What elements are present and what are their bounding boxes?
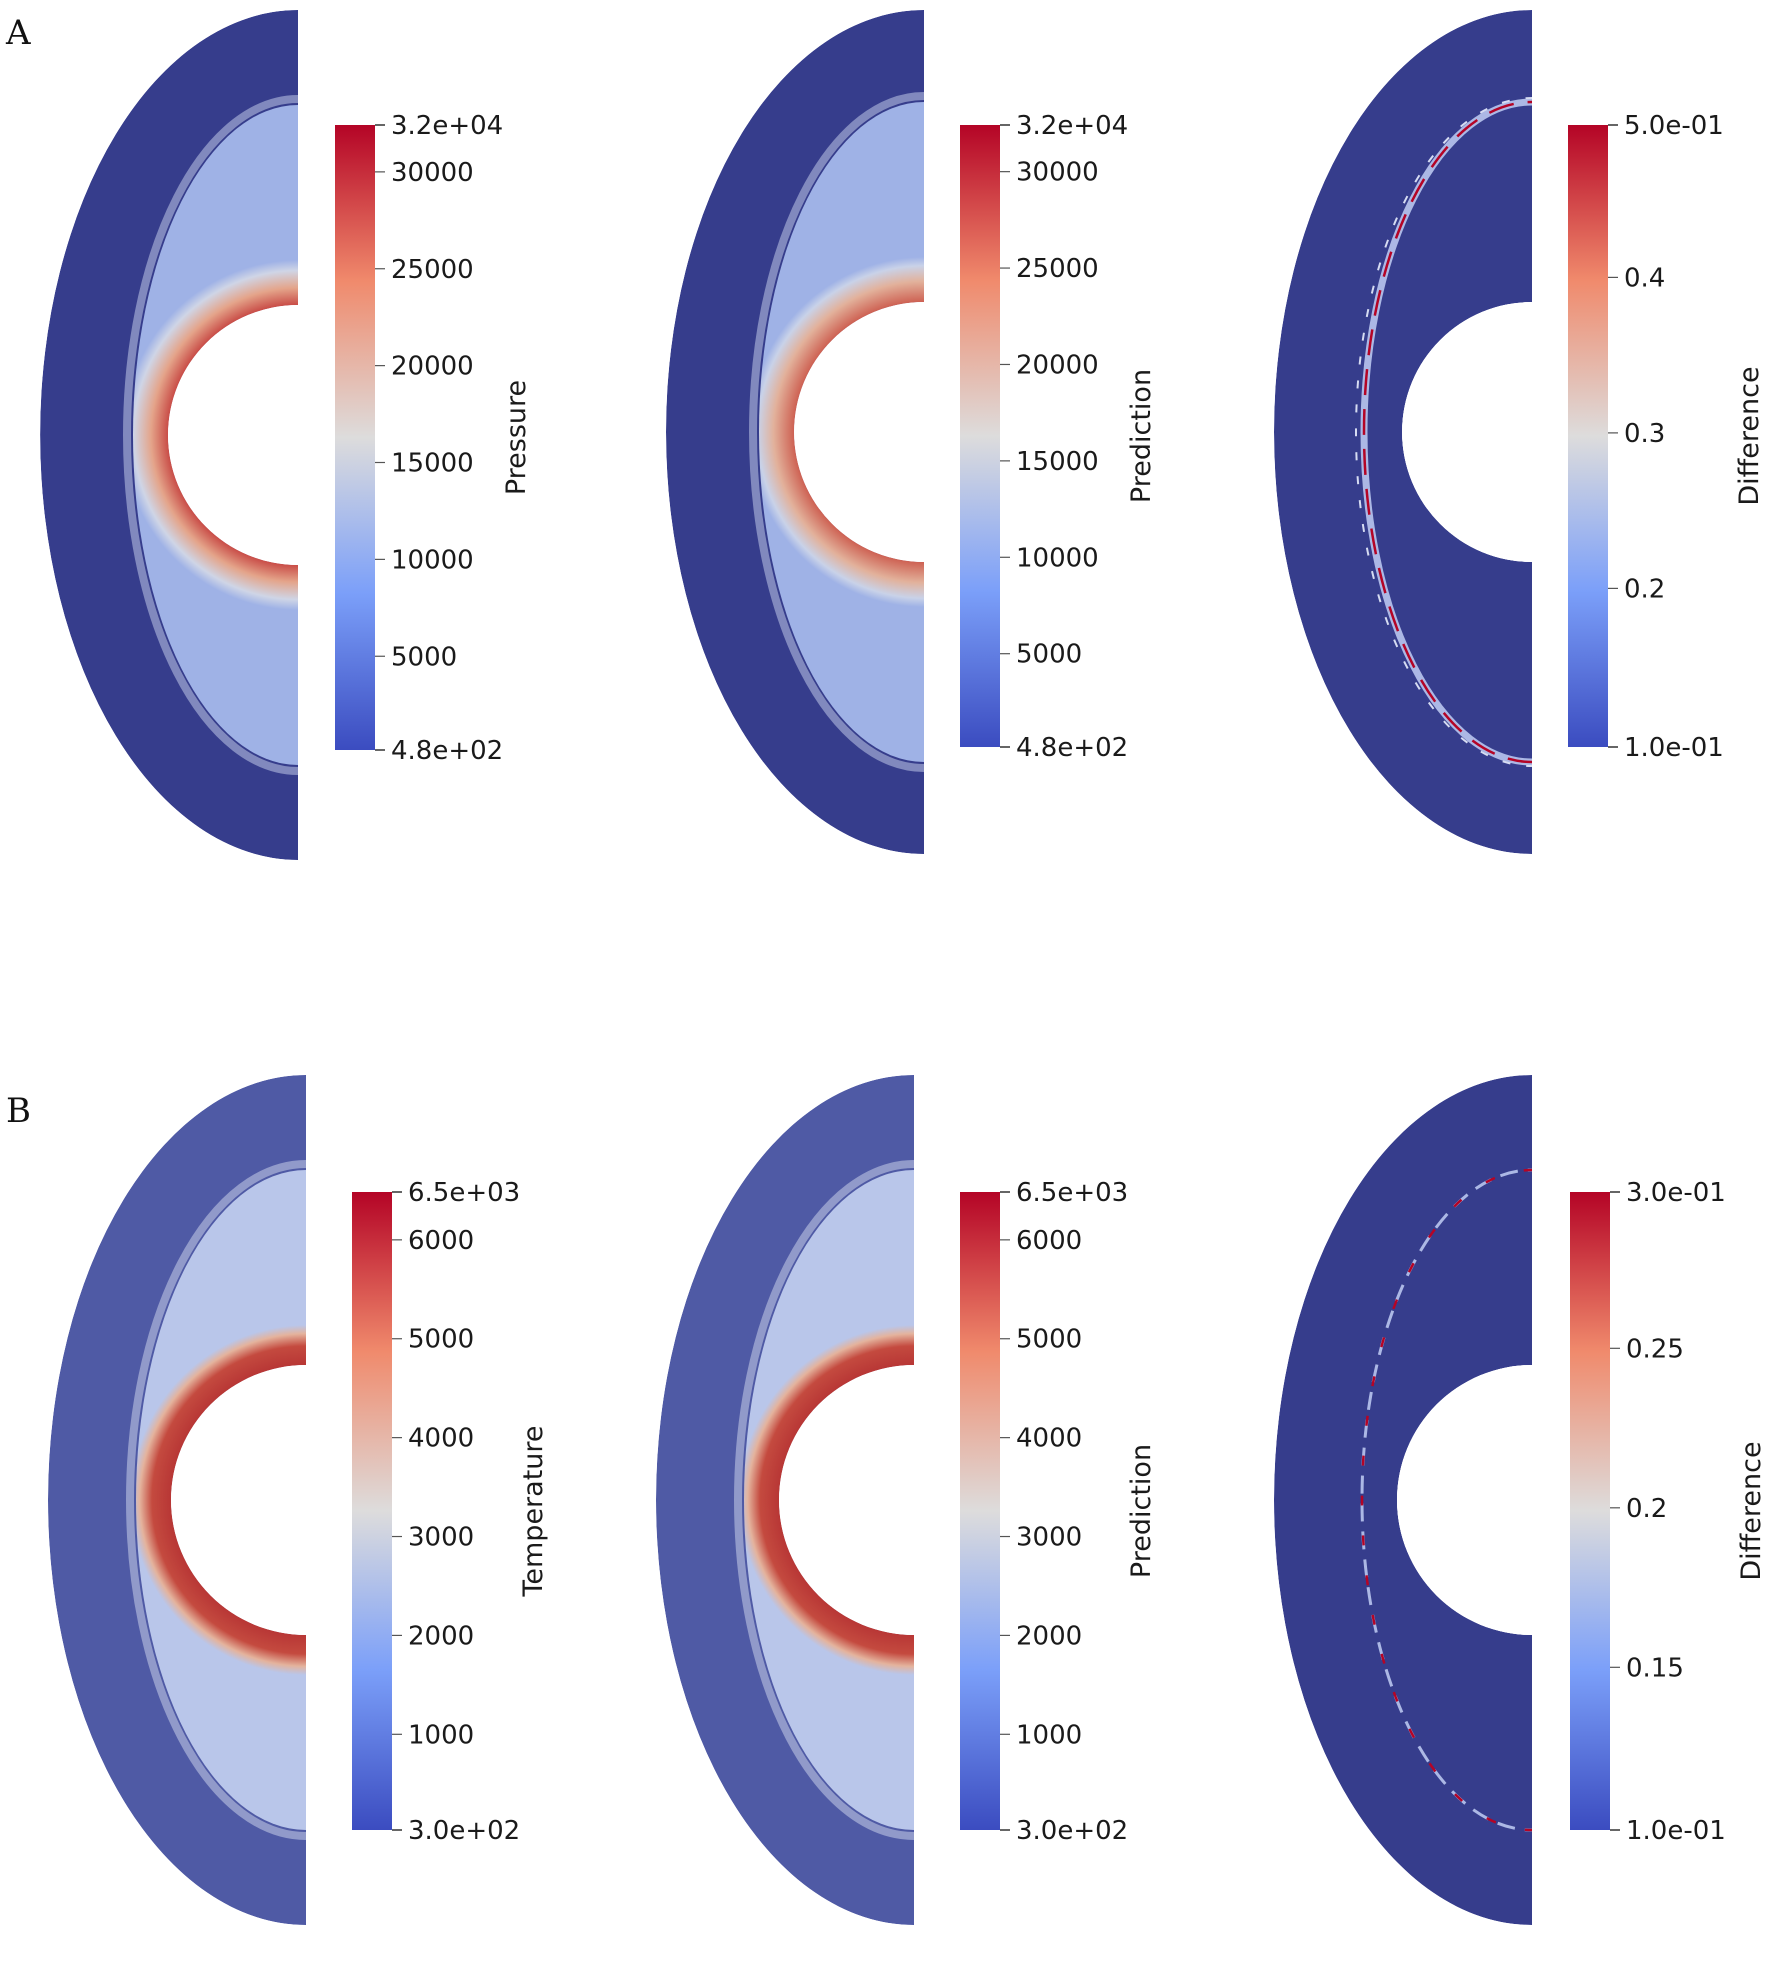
colorbar-min-label: 1.0e-01	[1626, 1816, 1726, 1846]
shock-front	[126, 1160, 306, 1840]
diff-a-plot: 5.0e-01 1.0e-01 0.4 0.3 0.2 Difference	[1274, 10, 1765, 854]
field-domain	[1274, 10, 1532, 854]
colorbar	[1570, 1192, 1610, 1830]
diff-a-field	[1274, 10, 1532, 854]
colorbar-title: Temperature	[518, 1425, 549, 1597]
colorbar-tick-label: 4000	[1016, 1424, 1082, 1454]
colorbar-tick-label: 0.25	[1626, 1334, 1684, 1364]
colorbar-tick-label: 5000	[1016, 1325, 1082, 1355]
colorbar	[1568, 125, 1608, 747]
temperature-field	[48, 1075, 306, 1925]
temperature-pred-field	[656, 1075, 914, 1925]
colorbar-tick-label: 1000	[408, 1720, 474, 1750]
colorbar	[335, 125, 375, 750]
colorbar-title: Prediction	[1126, 369, 1157, 503]
colorbar-tick-label: 2000	[1016, 1621, 1082, 1651]
colorbar-tick-label: 0.15	[1626, 1653, 1684, 1683]
panel-letter: B	[6, 1091, 31, 1131]
body-cutout	[794, 302, 924, 562]
error-streak-outer	[1355, 97, 1532, 767]
colorbar-title: Difference	[1736, 1441, 1767, 1580]
pressure-pred-plot: 3.2e+04 4.8e+02 30000 25000 20000 15000 10000 5…	[666, 10, 1157, 854]
shock-front	[123, 95, 299, 775]
colorbar-tick-label: 3000	[1016, 1523, 1082, 1553]
colorbar-max-label: 3.0e-01	[1626, 1178, 1726, 1208]
temperature-pred-plot: 6.5e+03 3.0e+02 6000 5000 4000 3000 2000 1000 Pr…	[656, 1075, 1157, 1925]
colorbar-min-label: 3.0e+02	[1016, 1816, 1128, 1846]
colorbar-tick-label: 30000	[1016, 158, 1099, 188]
colorbar-max-label: 5.0e-01	[1624, 111, 1724, 141]
colorbar-tick-label: 0.2	[1624, 574, 1665, 604]
colorbar-tick-label: 0.2	[1626, 1494, 1667, 1524]
colorbar-title: Difference	[1734, 366, 1765, 505]
colorbar-title: Pressure	[501, 380, 532, 495]
colorbar-tick-label: 15000	[1016, 447, 1099, 477]
colorbar	[960, 1192, 1000, 1830]
field-domain	[1274, 1075, 1532, 1925]
colorbar-tick-label: 5000	[1016, 640, 1082, 670]
colorbar-tick-label: 0.4	[1624, 263, 1665, 293]
colorbar-max-label: 6.5e+03	[1016, 1178, 1128, 1208]
colorbar-tick-label: 10000	[1016, 543, 1099, 573]
error-streak	[1362, 100, 1532, 764]
body-cutout	[1397, 1365, 1532, 1635]
colorbar-tick-label: 15000	[391, 449, 474, 479]
body-cutout	[779, 1365, 914, 1635]
pressure-pred-field	[666, 10, 924, 854]
shock-layer	[759, 102, 924, 762]
error-streak	[1360, 1168, 1532, 1832]
temperature-plot: 6.5e+03 3.0e+02 6000 5000 4000 3000 2000 1000 Te…	[48, 1075, 549, 1925]
colorbar-tick-label: 5000	[408, 1325, 474, 1355]
body-cutout	[168, 305, 298, 565]
colorbar-min-label: 4.8e+02	[391, 736, 503, 766]
colorbar-tick-label: 2000	[408, 1621, 474, 1651]
colorbar-tick-label: 20000	[391, 352, 474, 382]
colorbar-tick-label: 25000	[1016, 254, 1099, 284]
colorbar-tick-label: 10000	[391, 545, 474, 575]
colorbar-max-label: 3.2e+04	[391, 111, 503, 141]
colorbar-tick-label: 3000	[408, 1523, 474, 1553]
colorbar-tick-label: 30000	[391, 158, 474, 188]
colorbar	[352, 1192, 392, 1830]
colorbar-tick-label: 6000	[1016, 1226, 1082, 1256]
panel-letter: A	[5, 13, 31, 53]
diff-b-field	[1274, 1075, 1532, 1925]
colorbar-tick-label: 1000	[1016, 1720, 1082, 1750]
colorbar-max-label: 6.5e+03	[408, 1178, 520, 1208]
colorbar-tick-label: 25000	[391, 255, 474, 285]
colorbar-max-label: 3.2e+04	[1016, 111, 1128, 141]
shock-layer	[136, 1170, 306, 1830]
diff-b-plot: 3.0e-01 1.0e-01 0.25 0.2 0.15 Difference	[1274, 1075, 1767, 1925]
shock-front	[749, 92, 924, 772]
colorbar-tick-label: 20000	[1016, 350, 1099, 380]
colorbar-tick-label: 5000	[391, 642, 457, 672]
shock-front	[734, 1160, 914, 1840]
colorbar-title: Prediction	[1126, 1444, 1157, 1578]
shock-layer	[744, 1170, 914, 1830]
body-cutout	[1402, 302, 1532, 562]
colorbar-tick-label: 6000	[408, 1226, 474, 1256]
colorbar-min-label: 4.8e+02	[1016, 733, 1128, 763]
colorbar	[960, 125, 1000, 747]
body-cutout	[171, 1365, 306, 1635]
colorbar-tick-label: 4000	[408, 1424, 474, 1454]
pressure-plot: 3.2e+04 4.8e+02 30000 25000 20000 15000 10000 5…	[40, 10, 532, 860]
colorbar-min-label: 3.0e+02	[408, 1816, 520, 1846]
colorbar-tick-label: 0.3	[1624, 419, 1665, 449]
colorbar-min-label: 1.0e-01	[1624, 733, 1724, 763]
